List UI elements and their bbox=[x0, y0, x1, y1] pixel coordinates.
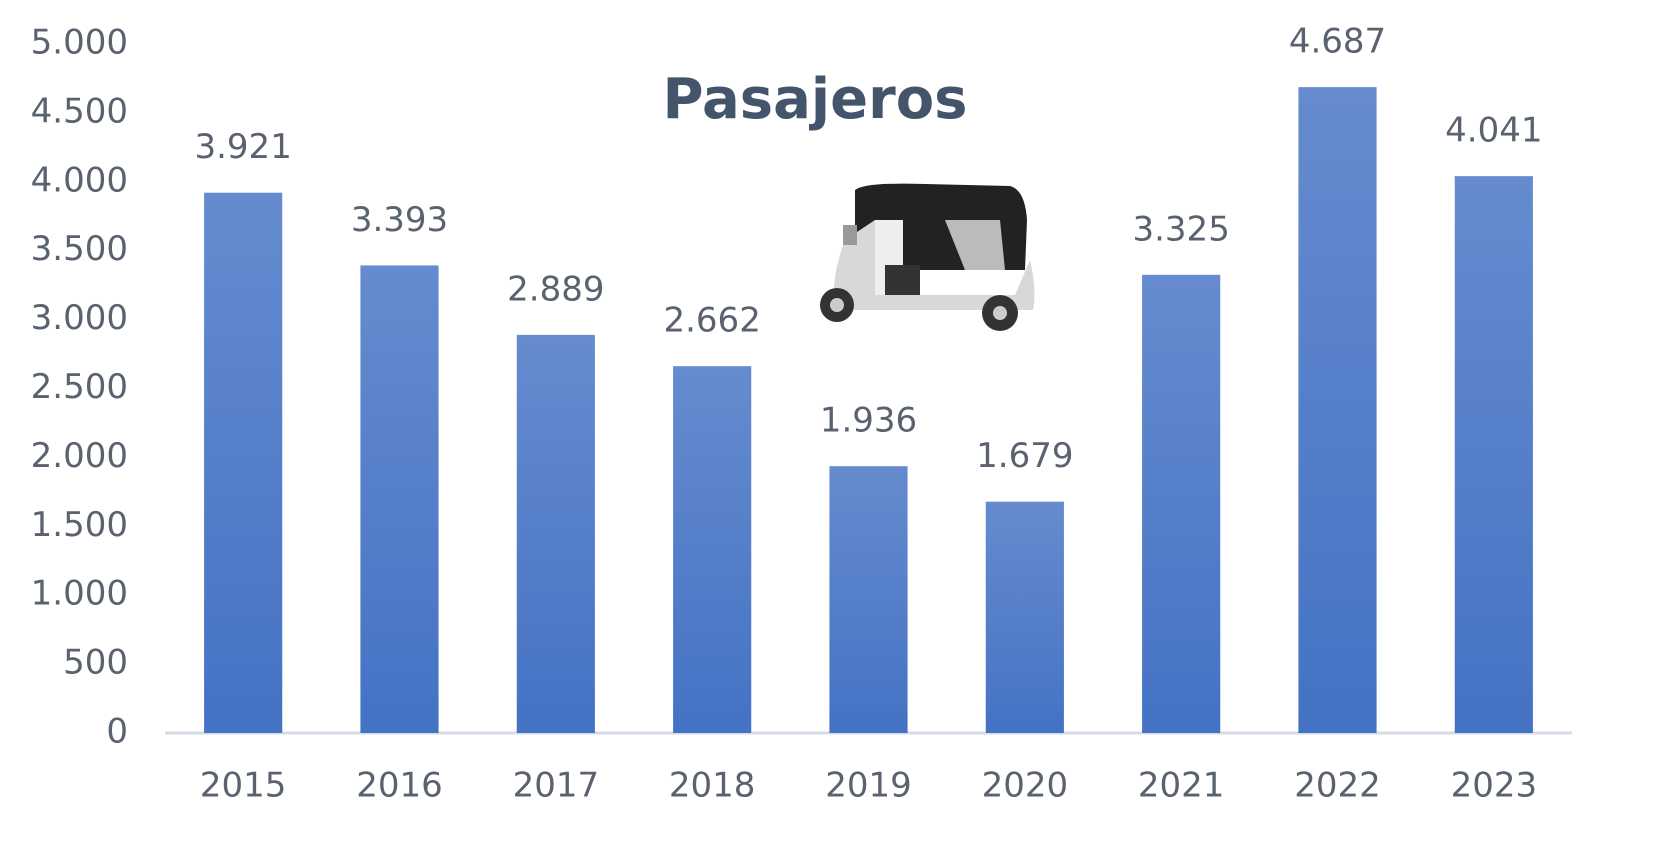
y-tick-label: 4.000 bbox=[31, 160, 128, 200]
x-tick-label: 2016 bbox=[356, 766, 443, 806]
bar bbox=[1454, 176, 1533, 733]
y-tick-label: 3.500 bbox=[31, 229, 128, 269]
x-tick-label: 2023 bbox=[1451, 766, 1538, 806]
y-tick-label: 0 bbox=[106, 712, 128, 752]
y-tick-label: 2.000 bbox=[31, 436, 128, 476]
chart-title: Pasajeros bbox=[662, 67, 967, 132]
y-tick-label: 2.500 bbox=[31, 367, 128, 407]
data-label: 3.921 bbox=[194, 127, 291, 167]
bar bbox=[985, 501, 1064, 733]
y-tick-label: 500 bbox=[63, 643, 128, 683]
y-tick-label: 3.000 bbox=[31, 298, 128, 338]
data-label: 3.393 bbox=[351, 200, 448, 240]
x-tick-label: 2020 bbox=[982, 766, 1069, 806]
x-tick-label: 2017 bbox=[513, 766, 600, 806]
data-label: 4.687 bbox=[1289, 22, 1386, 62]
y-tick-label: 4.500 bbox=[31, 91, 128, 131]
tuk-tuk-picture bbox=[820, 183, 1035, 331]
data-label: 3.325 bbox=[1132, 209, 1229, 249]
data-label: 2.889 bbox=[507, 269, 604, 309]
x-tick-label: 2015 bbox=[200, 766, 287, 806]
bar bbox=[1298, 87, 1377, 733]
data-label: 4.041 bbox=[1445, 111, 1542, 151]
y-tick-label: 1.500 bbox=[31, 505, 128, 545]
bar bbox=[1142, 274, 1221, 733]
x-tick-label: 2018 bbox=[669, 766, 756, 806]
bar bbox=[829, 466, 908, 733]
data-label: 2.662 bbox=[663, 301, 760, 341]
bar bbox=[360, 265, 439, 733]
bar bbox=[673, 366, 752, 733]
bar bbox=[204, 192, 283, 733]
data-label: 1.936 bbox=[820, 401, 917, 441]
x-tick-label: 2022 bbox=[1294, 766, 1381, 806]
y-tick-label: 5.000 bbox=[31, 23, 128, 63]
data-label: 1.679 bbox=[976, 436, 1073, 476]
bar bbox=[516, 334, 595, 733]
y-tick-label: 1.000 bbox=[31, 574, 128, 614]
x-tick-label: 2021 bbox=[1138, 766, 1225, 806]
x-tick-label: 2019 bbox=[825, 766, 912, 806]
